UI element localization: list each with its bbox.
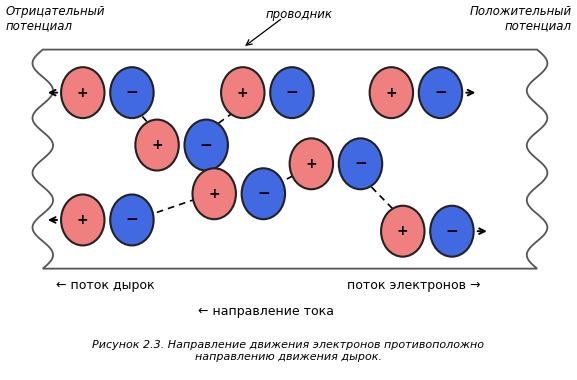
Text: ← направление тока: ← направление тока xyxy=(198,305,334,318)
Text: +: + xyxy=(397,224,409,238)
Text: +: + xyxy=(306,157,317,171)
Ellipse shape xyxy=(185,120,228,171)
PathPatch shape xyxy=(32,49,548,269)
Text: −: − xyxy=(434,85,447,100)
Text: +: + xyxy=(385,86,397,100)
Text: −: − xyxy=(200,138,212,152)
Text: −: − xyxy=(126,212,138,228)
Text: проводник: проводник xyxy=(265,8,333,21)
Ellipse shape xyxy=(61,195,104,245)
Text: +: + xyxy=(77,86,89,100)
Text: поток электронов →: поток электронов → xyxy=(347,279,481,292)
Ellipse shape xyxy=(339,138,382,189)
Ellipse shape xyxy=(370,67,413,118)
Text: +: + xyxy=(208,187,220,201)
Ellipse shape xyxy=(110,67,153,118)
Ellipse shape xyxy=(381,206,425,256)
Text: +: + xyxy=(237,86,249,100)
Ellipse shape xyxy=(242,168,285,219)
Ellipse shape xyxy=(193,168,236,219)
Ellipse shape xyxy=(270,67,314,118)
Text: −: − xyxy=(445,224,458,239)
Text: Положительный
потенциал: Положительный потенциал xyxy=(469,5,571,33)
Ellipse shape xyxy=(61,67,104,118)
Ellipse shape xyxy=(290,138,333,189)
Text: Рисунок 2.3. Направление движения электронов противоположно
направлению движения: Рисунок 2.3. Направление движения электр… xyxy=(92,340,485,362)
Text: −: − xyxy=(126,85,138,100)
Ellipse shape xyxy=(430,206,474,256)
Text: Отрицательный
потенциал: Отрицательный потенциал xyxy=(6,5,105,33)
Ellipse shape xyxy=(110,195,153,245)
Text: −: − xyxy=(354,156,367,171)
Ellipse shape xyxy=(136,120,179,171)
Text: +: + xyxy=(151,138,163,152)
Text: −: − xyxy=(286,85,298,100)
Ellipse shape xyxy=(419,67,462,118)
Text: +: + xyxy=(77,213,89,227)
Text: −: − xyxy=(257,186,269,201)
Ellipse shape xyxy=(221,67,264,118)
Text: ← поток дырок: ← поток дырок xyxy=(57,279,155,292)
